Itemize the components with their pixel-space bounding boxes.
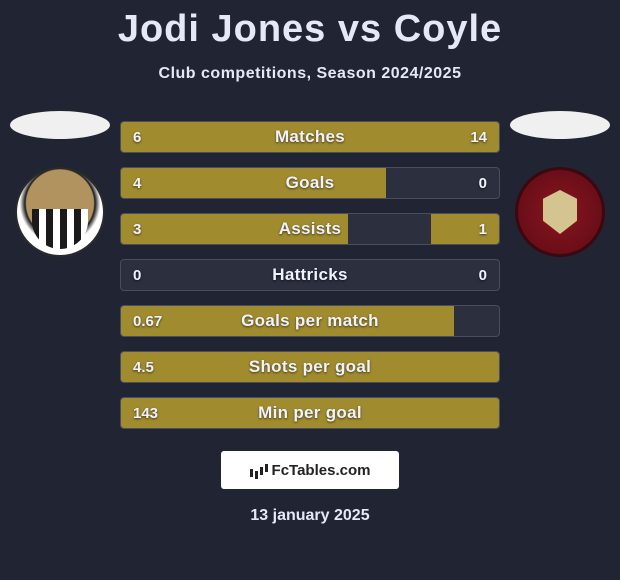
chart-icon xyxy=(250,463,268,477)
footer-date: 13 january 2025 xyxy=(0,507,620,525)
stat-value-right: 0 xyxy=(467,168,499,198)
stat-row: 143Min per goal xyxy=(120,397,500,429)
stat-row: 4.5Shots per goal xyxy=(120,351,500,383)
stat-row: 3Assists1 xyxy=(120,213,500,245)
flag-left xyxy=(10,111,110,139)
stat-value-right xyxy=(475,352,499,382)
stat-value-right xyxy=(475,398,499,428)
page-title: Jodi Jones vs Coyle xyxy=(0,0,620,51)
stat-value-right: 14 xyxy=(458,122,499,152)
stat-value-right xyxy=(475,306,499,336)
club-crest-right xyxy=(515,167,605,257)
stat-label: Assists xyxy=(121,214,499,244)
club-crest-left xyxy=(15,167,105,257)
brand-text: FcTables.com xyxy=(272,462,371,479)
stat-value-right: 0 xyxy=(467,260,499,290)
stat-row: 4Goals0 xyxy=(120,167,500,199)
stat-row: 0Hattricks0 xyxy=(120,259,500,291)
stat-label: Matches xyxy=(121,122,499,152)
stat-bars: 6Matches144Goals03Assists10Hattricks00.6… xyxy=(120,121,500,429)
flag-right xyxy=(510,111,610,139)
player-right-badge xyxy=(500,111,620,257)
comparison-panel: 6Matches144Goals03Assists10Hattricks00.6… xyxy=(0,121,620,429)
stat-label: Hattricks xyxy=(121,260,499,290)
stat-label: Goals per match xyxy=(121,306,499,336)
stat-label: Shots per goal xyxy=(121,352,499,382)
brand-logo: FcTables.com xyxy=(221,451,399,489)
subtitle: Club competitions, Season 2024/2025 xyxy=(0,65,620,83)
player-left-badge xyxy=(0,111,120,257)
stat-label: Min per goal xyxy=(121,398,499,428)
stat-value-right: 1 xyxy=(467,214,499,244)
stat-label: Goals xyxy=(121,168,499,198)
stat-row: 0.67Goals per match xyxy=(120,305,500,337)
stat-row: 6Matches14 xyxy=(120,121,500,153)
